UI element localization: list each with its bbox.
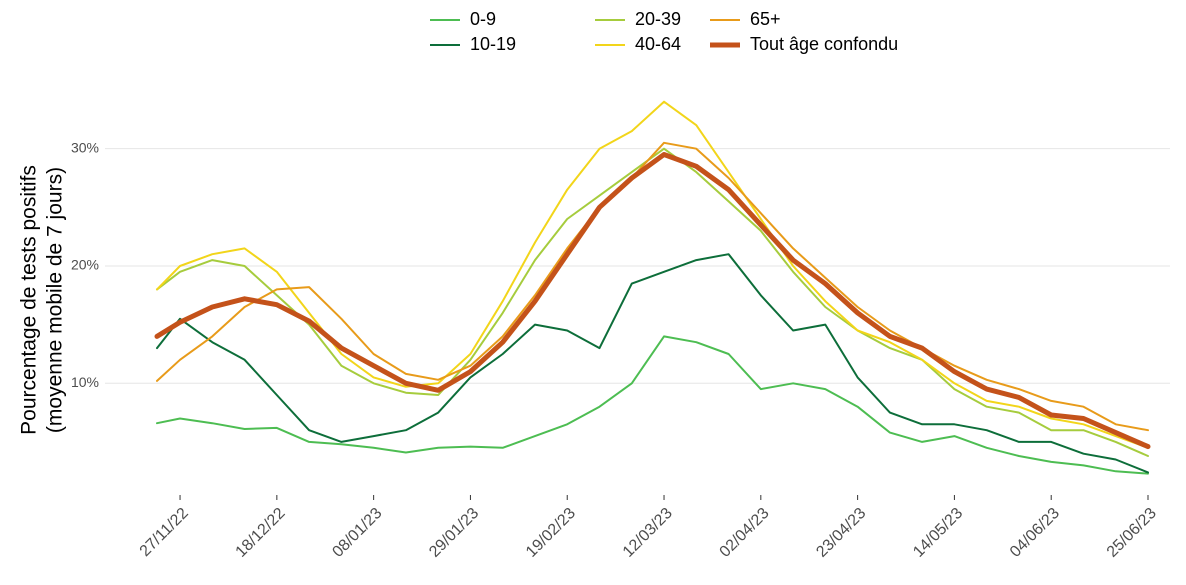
legend-label: 0-9 [470, 9, 496, 29]
x-tick-label: 27/11/22 [137, 505, 192, 560]
legend-label: 10-19 [470, 34, 516, 54]
series-line [156, 100, 1149, 449]
x-tick-label: 14/05/23 [910, 505, 966, 561]
series-line [156, 147, 1149, 457]
x-tick-label: 19/02/23 [523, 505, 579, 561]
x-tick-label: 29/01/23 [426, 505, 482, 561]
legend-label: 40-64 [635, 34, 681, 54]
y-tick-label: 10% [71, 374, 99, 390]
x-tick-label: 02/04/23 [717, 505, 773, 561]
y-axis-title: Pourcentage de tests positifs [18, 165, 41, 435]
legend-label: 65+ [750, 9, 781, 29]
x-tick-label: 25/06/23 [1104, 505, 1160, 561]
x-tick-label: 04/06/23 [1007, 505, 1063, 561]
x-tick-label: 12/03/23 [620, 505, 676, 561]
y-tick-label: 30% [71, 139, 99, 155]
legend-label: Tout âge confondu [750, 34, 898, 54]
legend-label: 20-39 [635, 9, 681, 29]
series-line [154, 152, 1151, 450]
series-line [156, 335, 1149, 475]
y-axis-title: (moyenne mobile de 7 jours) [44, 167, 67, 433]
series-line [156, 253, 1149, 474]
x-tick-label: 08/01/23 [329, 505, 385, 561]
x-tick-label: 23/04/23 [813, 505, 869, 561]
x-tick-label: 18/12/22 [233, 505, 289, 561]
series-line [156, 141, 1149, 432]
y-tick-label: 20% [71, 257, 99, 273]
